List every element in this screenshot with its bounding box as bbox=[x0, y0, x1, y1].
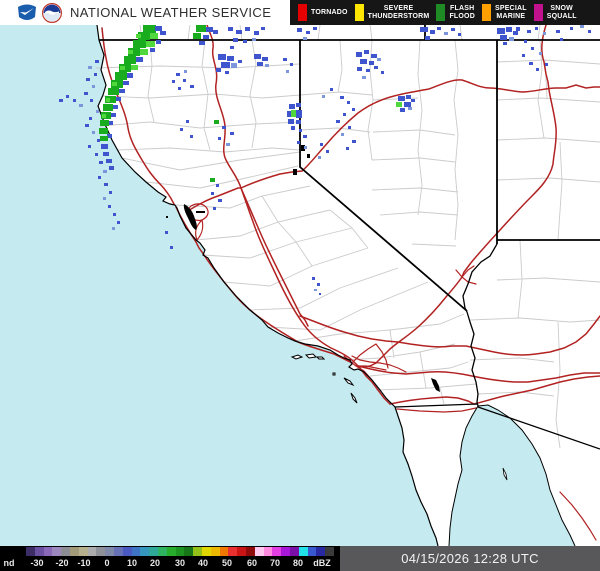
reflectivity-scale: nd -30 -20 -10 0 10 20 30 40 50 60 70 80 dBZ bbox=[0, 546, 340, 571]
colorbar-segment bbox=[254, 547, 264, 556]
gulf-coastline bbox=[448, 404, 576, 546]
colorbar-segment bbox=[193, 547, 202, 556]
colorbar-tick: 20 bbox=[149, 558, 161, 568]
legend-item: SEVERE THUNDERSTORM bbox=[354, 4, 430, 21]
colorbar-tick: 40 bbox=[197, 558, 209, 568]
nws-logo-icon bbox=[18, 4, 36, 20]
map-canvas bbox=[0, 25, 600, 546]
colorbar-tick: 70 bbox=[269, 558, 281, 568]
colorbar-tick: 60 bbox=[246, 558, 258, 568]
timestamp-bar: 04/15/2026 12:28 UTC bbox=[340, 546, 600, 571]
colorbar-segment bbox=[307, 547, 317, 556]
colorbar bbox=[2, 547, 334, 556]
legend-swatch bbox=[481, 4, 491, 21]
colorbar-tick: dBZ bbox=[313, 558, 331, 568]
colorbar-segment bbox=[157, 547, 167, 556]
colorbar-tick: -20 bbox=[55, 558, 69, 568]
colorbar-segment bbox=[316, 547, 326, 556]
radar-map[interactable] bbox=[0, 25, 600, 546]
legend-item: TORNADO bbox=[298, 4, 348, 21]
brand-block: NATIONAL WEATHER SERVICE bbox=[0, 2, 272, 23]
colorbar-segment bbox=[43, 547, 53, 556]
colorbar-segment bbox=[263, 547, 273, 556]
colorbar-segment bbox=[105, 547, 114, 556]
coastline-layer bbox=[96, 25, 439, 546]
timestamp: 04/15/2026 12:28 UTC bbox=[401, 551, 539, 566]
legend-item: SNOW SQUALL bbox=[533, 4, 577, 21]
water-bodies-layer bbox=[166, 145, 440, 392]
radar-echoes-layer bbox=[59, 25, 591, 295]
colorbar-segment bbox=[131, 547, 141, 556]
legend-label: SNOW SQUALL bbox=[546, 5, 577, 20]
legend-swatch bbox=[298, 4, 307, 21]
colorbar-segment bbox=[298, 547, 308, 556]
colorbar-tick: 80 bbox=[292, 558, 304, 568]
colorbar-segment bbox=[52, 547, 62, 556]
colorbar-segment bbox=[281, 547, 290, 556]
colorbar-tick: 50 bbox=[221, 558, 233, 568]
colorbar-segment bbox=[140, 547, 150, 556]
colorbar-segment bbox=[61, 547, 70, 556]
colorbar-segment bbox=[210, 547, 220, 556]
colorbar-segment bbox=[219, 547, 229, 556]
colorbar-segment bbox=[34, 547, 44, 556]
legend-item: SPECIAL MARINE bbox=[481, 4, 527, 21]
state-borders-layer bbox=[99, 25, 600, 312]
colorbar-segment bbox=[289, 547, 299, 556]
colorbar-tick: -10 bbox=[77, 558, 91, 568]
colorbar-segment bbox=[184, 547, 194, 556]
colorbar-segment bbox=[201, 547, 211, 556]
colorbar-segment bbox=[78, 547, 88, 556]
gulf-of-california bbox=[449, 405, 575, 546]
legend-label: FLASH FLOOD bbox=[449, 5, 475, 20]
colorbar-segment bbox=[2, 547, 26, 556]
legend-item: FLASH FLOOD bbox=[436, 4, 475, 21]
colorbar-tick: 10 bbox=[126, 558, 138, 568]
colorbar-segment bbox=[113, 547, 123, 556]
colorbar-tick: nd bbox=[3, 558, 15, 568]
colorbar-segment bbox=[245, 547, 255, 556]
colorbar-tick: 0 bbox=[104, 558, 110, 568]
colorbar-segment bbox=[175, 547, 185, 556]
colorbar-segment bbox=[69, 547, 79, 556]
legend-label: SEVERE THUNDERSTORM bbox=[367, 5, 430, 20]
colorbar-segment bbox=[122, 547, 132, 556]
legend-swatch bbox=[533, 4, 543, 21]
colorbar-segment bbox=[272, 547, 282, 556]
app-header: NATIONAL WEATHER SERVICE TORNADO SEVERE T… bbox=[0, 0, 600, 25]
colorbar-segment bbox=[149, 547, 158, 556]
legend-label: SPECIAL MARINE bbox=[494, 5, 527, 20]
colorbar-segment bbox=[87, 547, 97, 556]
legend-label: TORNADO bbox=[311, 8, 348, 16]
colorbar-tick: -30 bbox=[30, 558, 44, 568]
bottom-bar: nd -30 -20 -10 0 10 20 30 40 50 60 70 80 dBZ 04/15/20… bbox=[0, 546, 600, 571]
legend-swatch bbox=[436, 4, 446, 21]
colorbar-segment bbox=[237, 547, 246, 556]
islands-layer bbox=[290, 353, 508, 481]
noaa-logo-icon bbox=[42, 2, 62, 23]
county-lines-layer bbox=[95, 25, 600, 449]
colorbar-segment bbox=[228, 547, 238, 556]
rivers-borders-layer bbox=[394, 243, 600, 450]
agency-title: NATIONAL WEATHER SERVICE bbox=[70, 5, 272, 20]
warning-legend: TORNADO SEVERE THUNDERSTORM FLASH FLOOD SPE… bbox=[290, 0, 600, 25]
colorbar-tick: 30 bbox=[174, 558, 186, 568]
colorbar-segment bbox=[96, 547, 106, 556]
colorbar-segment bbox=[166, 547, 176, 556]
colorbar-segment bbox=[325, 547, 334, 556]
colorbar-segment bbox=[26, 547, 35, 556]
legend-swatch bbox=[354, 4, 364, 21]
